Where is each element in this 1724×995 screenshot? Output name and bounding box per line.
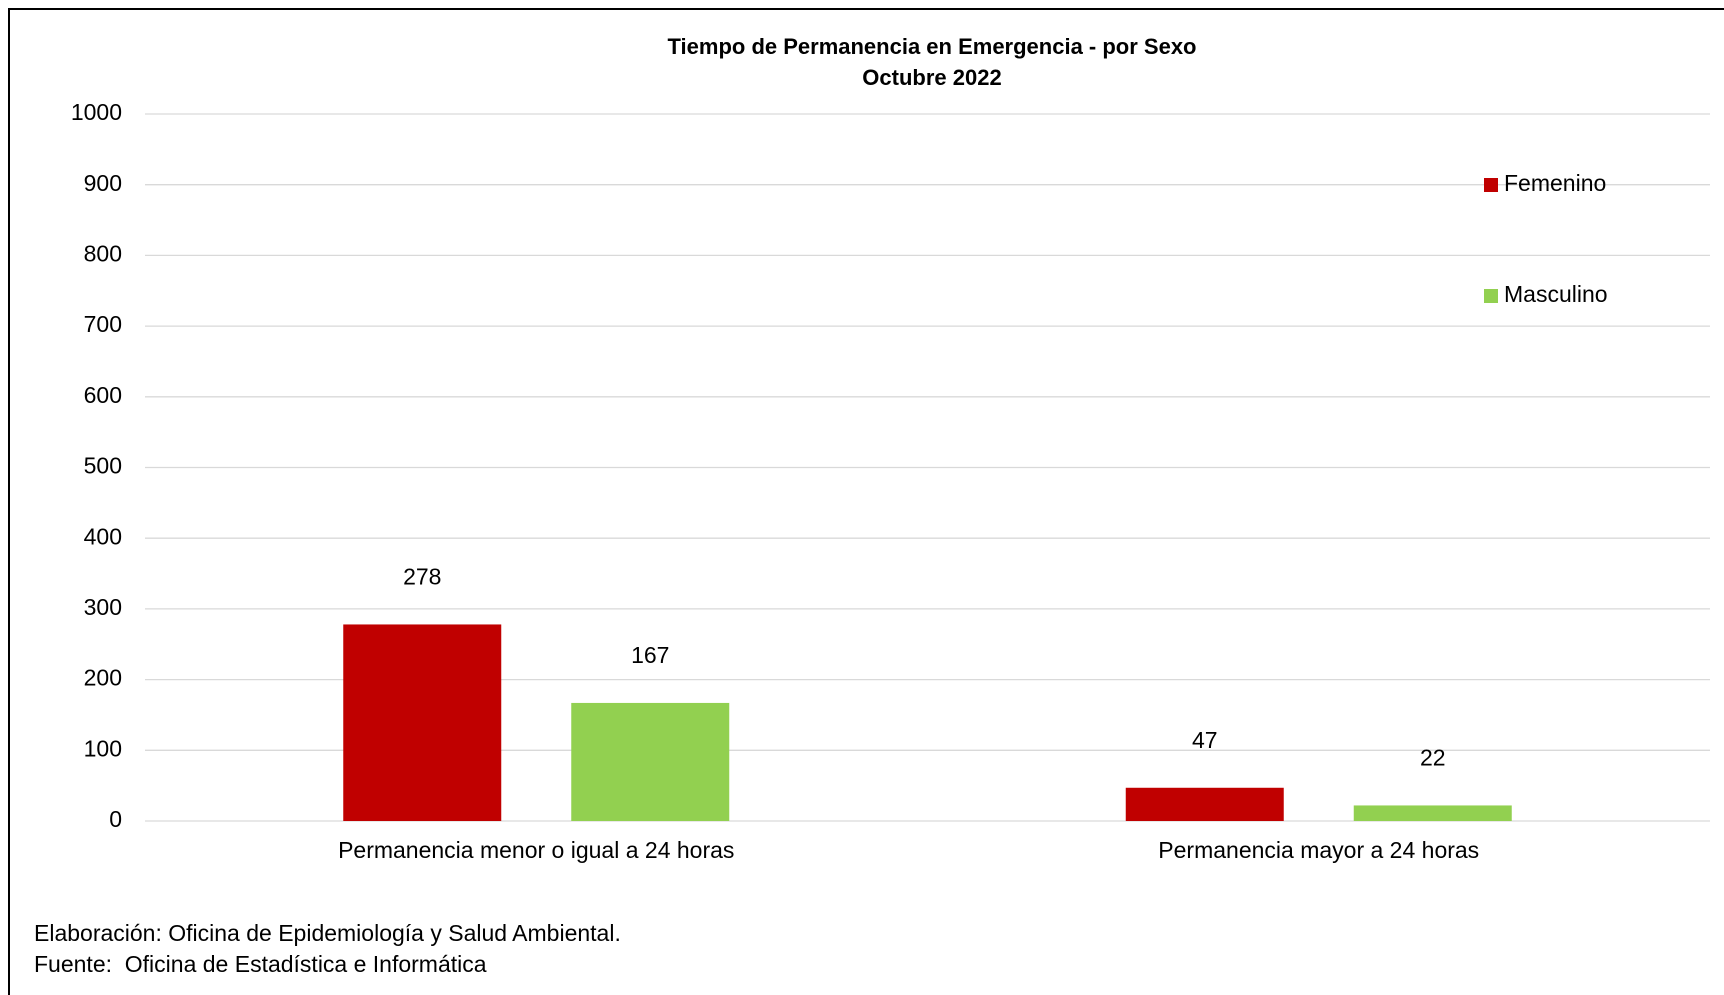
bar (1125, 787, 1284, 821)
y-tick-label: 700 (84, 311, 122, 337)
bar (343, 624, 502, 821)
chart-subtitle: Octubre 2022 (862, 65, 1001, 90)
footnote: Fuente: Oficina de Estadística e Informá… (34, 951, 487, 977)
y-tick-label: 900 (84, 170, 122, 196)
data-label: 278 (403, 564, 441, 590)
x-tick-label: Permanencia mayor a 24 horas (1158, 837, 1479, 863)
data-label: 167 (631, 642, 669, 668)
data-label: 47 (1192, 727, 1218, 753)
y-tick-label: 0 (109, 806, 122, 832)
legend-swatch (1484, 178, 1498, 192)
bar (1353, 805, 1512, 821)
legend-swatch (1484, 289, 1498, 303)
y-tick-label: 800 (84, 240, 122, 266)
y-tick-label: 300 (84, 594, 122, 620)
legend-label: Masculino (1504, 281, 1608, 307)
y-tick-label: 600 (84, 382, 122, 408)
y-tick-label: 1000 (71, 99, 122, 125)
data-label: 22 (1420, 745, 1446, 771)
y-tick-label: 400 (84, 523, 122, 549)
chart-border (8, 8, 1724, 995)
chart-title: Tiempo de Permanencia en Emergencia - po… (668, 34, 1197, 59)
y-tick-label: 500 (84, 453, 122, 479)
legend-label: Femenino (1504, 170, 1606, 196)
footnote: Elaboración: Oficina de Epidemiología y … (34, 920, 621, 946)
x-tick-label: Permanencia menor o igual a 24 horas (338, 837, 734, 863)
bar (571, 702, 730, 821)
y-tick-label: 100 (84, 735, 122, 761)
y-tick-label: 200 (84, 665, 122, 691)
